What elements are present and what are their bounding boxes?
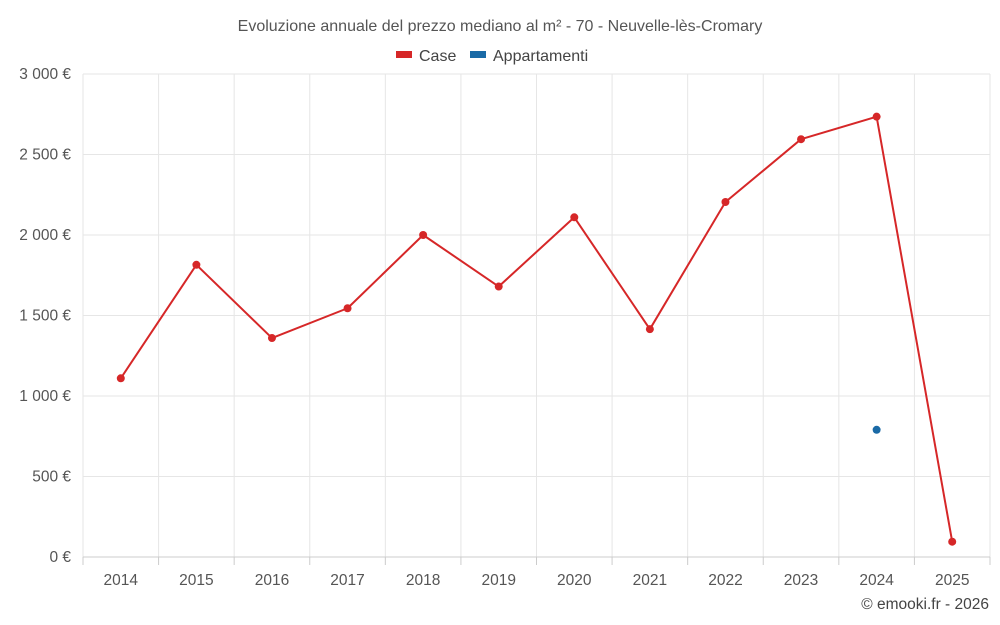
legend: Case Appartamenti	[396, 48, 588, 65]
y-tick-label: 2 000 €	[19, 227, 71, 244]
x-tick-label: 2023	[784, 572, 818, 589]
x-tick-label: 2020	[557, 572, 592, 589]
data-point-case[interactable]	[494, 282, 503, 291]
x-axis-ticks: 2014 2015 2016 2017 2018 2019 2020 2021 2022 2023…	[82, 557, 991, 589]
x-tick-label: 2022	[708, 572, 742, 589]
data-point-case[interactable]	[267, 334, 276, 343]
y-axis-ticks: 0 € 500 € 1 000 € 1 500 € 2 000 € 2 500 € 3 00…	[19, 66, 71, 566]
data-point-appartamenti[interactable]	[872, 425, 881, 434]
x-tick-label: 2019	[481, 572, 515, 589]
legend-item-appartamenti[interactable]: Appartamenti	[470, 48, 588, 65]
data-point-case[interactable]	[797, 135, 806, 144]
data-point-case[interactable]	[948, 537, 957, 546]
x-tick-label: 2025	[935, 572, 969, 589]
data-point-case[interactable]	[192, 260, 201, 269]
legend-item-case[interactable]: Case	[396, 48, 456, 65]
y-tick-label: 3 000 €	[19, 66, 71, 83]
x-tick-label: 2016	[255, 572, 289, 589]
data-point-case[interactable]	[419, 231, 428, 239]
x-tick-label: 2015	[179, 572, 213, 589]
data-point-case[interactable]	[570, 213, 579, 222]
legend-label-appartamenti: Appartamenti	[493, 48, 588, 65]
data-point-case[interactable]	[872, 112, 881, 121]
x-tick-label: 2024	[859, 572, 894, 589]
x-tick-label: 2014	[104, 572, 139, 589]
series-lines	[119, 115, 954, 542]
data-point-case[interactable]	[645, 325, 654, 334]
y-tick-label: 1 500 €	[19, 308, 71, 325]
y-tick-label: 1 000 €	[19, 388, 71, 405]
x-tick-label: 2017	[330, 572, 364, 589]
x-tick-label: 2018	[406, 572, 440, 589]
x-gridlines	[82, 74, 991, 557]
y-tick-label: 500 €	[32, 469, 71, 486]
credit-text: © emooki.fr - 2026	[861, 596, 989, 613]
data-point-case[interactable]	[116, 374, 125, 383]
y-tick-label: 2 500 €	[19, 147, 71, 164]
data-point-case[interactable]	[721, 197, 730, 206]
series-points	[116, 112, 957, 546]
series-line-case	[119, 115, 954, 542]
legend-swatch-appartamenti	[470, 51, 486, 58]
x-tick-label: 2021	[633, 572, 667, 589]
data-point-case[interactable]	[343, 304, 352, 313]
chart-title: Evoluzione annuale del prezzo mediano al…	[238, 18, 763, 35]
legend-swatch-case	[396, 51, 412, 58]
legend-label-case: Case	[419, 48, 456, 65]
y-tick-label: 0 €	[49, 549, 71, 566]
